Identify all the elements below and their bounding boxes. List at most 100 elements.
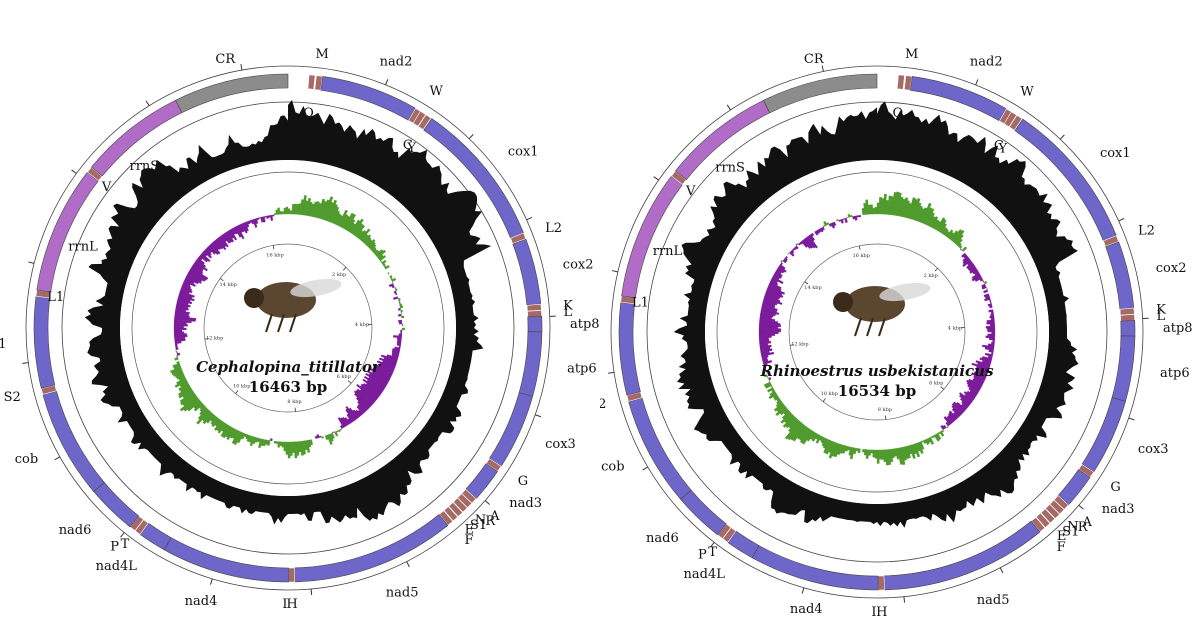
gene-nad6 xyxy=(93,482,140,528)
tick-mark xyxy=(611,270,618,273)
gene-label: N xyxy=(475,513,486,528)
trna-y xyxy=(417,114,432,131)
tick-mark xyxy=(999,567,1004,574)
tick-mark xyxy=(210,578,213,585)
gene-label: G xyxy=(518,474,528,489)
trna-h xyxy=(288,567,296,583)
insect-leg xyxy=(866,317,874,337)
tick-mark xyxy=(1059,134,1065,140)
gene-label: C xyxy=(403,138,413,153)
gene-label: L2 xyxy=(545,221,562,236)
trna-s1 xyxy=(448,501,464,518)
gene-label: T xyxy=(708,545,717,560)
inner-strand-ring xyxy=(61,101,515,555)
gene-label: atp6 xyxy=(567,361,597,376)
trna-l2 xyxy=(510,232,527,244)
insect-leg xyxy=(854,317,862,337)
gene-nad2 xyxy=(910,76,1007,122)
gene-label: C xyxy=(994,139,1004,154)
trna-e xyxy=(1035,512,1051,528)
gene-rrnl xyxy=(36,171,99,293)
trna-q xyxy=(307,74,316,90)
tick-mark xyxy=(1118,217,1125,222)
gene-label: nad6 xyxy=(646,531,679,546)
gene-atp8 xyxy=(1120,320,1136,337)
tick-mark xyxy=(28,261,35,264)
gene-rrns xyxy=(675,99,771,181)
gene-label: rrnS xyxy=(715,160,745,175)
gene-label: M xyxy=(315,47,328,62)
gene-cr xyxy=(763,73,878,114)
gene-label: I xyxy=(282,597,287,612)
genome-length: 16534 bp xyxy=(838,382,916,400)
trna-q xyxy=(896,74,905,90)
gene-label: nad3 xyxy=(1102,502,1135,517)
kbp-label: 16 kbp xyxy=(853,253,870,259)
gene-label: rrnL xyxy=(653,244,683,259)
outer-ring xyxy=(25,65,551,591)
tick-mark xyxy=(240,64,243,71)
gene-cob xyxy=(628,397,692,500)
gene-label: P xyxy=(698,547,707,562)
tick-mark xyxy=(710,542,715,548)
trna-v xyxy=(671,170,687,185)
gene-label: V xyxy=(685,184,696,199)
genome-length: 16463 bp xyxy=(249,378,327,396)
gene-label: W xyxy=(1020,85,1034,100)
trna-n xyxy=(1045,503,1061,519)
tick-mark xyxy=(903,596,906,603)
gene-nad1 xyxy=(33,295,56,389)
gene-rrnl xyxy=(621,175,683,299)
trna-s1 xyxy=(1040,508,1056,524)
trna-v xyxy=(87,166,103,182)
gene-cox2 xyxy=(512,238,542,306)
kbp-label: 14 kbp xyxy=(220,282,237,288)
gene-nad2 xyxy=(320,76,416,121)
trna-c xyxy=(412,110,427,127)
gene-label: R xyxy=(1078,520,1089,535)
insect-leg xyxy=(265,313,273,333)
gene-label: nad4 xyxy=(790,602,823,617)
trna-l2 xyxy=(1102,235,1119,247)
gene-label: nad5 xyxy=(386,586,419,601)
gene-label: cox2 xyxy=(563,258,594,273)
trna-h xyxy=(877,575,885,591)
tick-mark xyxy=(310,588,313,595)
insect-wing xyxy=(290,278,342,298)
tick-mark xyxy=(608,371,615,374)
trna-m xyxy=(314,75,323,91)
gene-label: nad4L xyxy=(96,559,138,574)
tick-mark xyxy=(1128,417,1135,421)
gene-label: Q xyxy=(893,106,904,121)
gene-label: P xyxy=(110,539,119,554)
gene-label: H xyxy=(876,605,887,620)
kbp-label: 16 kbp xyxy=(266,253,283,259)
gene-label: N xyxy=(1067,519,1078,534)
insect-leg xyxy=(277,313,285,333)
tick-mark xyxy=(535,414,542,418)
tick-mark xyxy=(468,134,474,140)
gene-label: atp8 xyxy=(570,317,600,332)
tick-mark xyxy=(484,500,490,505)
gene-label: cob xyxy=(601,459,624,474)
tick-mark xyxy=(526,216,533,221)
gene-label: L1 xyxy=(47,290,64,305)
gene-label: S1 xyxy=(470,518,487,533)
gene-cox3 xyxy=(489,392,533,467)
tick-mark xyxy=(120,532,125,538)
gene-label: rrnL xyxy=(68,240,98,255)
gene-label: F xyxy=(1057,540,1066,555)
gene-label: E xyxy=(465,523,475,538)
insect-head xyxy=(833,292,853,312)
gene-label: R xyxy=(485,514,496,529)
gene-label: I xyxy=(871,605,876,620)
gene-nad1 xyxy=(618,301,641,396)
trna-y xyxy=(1008,114,1023,131)
insect-wing xyxy=(879,282,931,302)
gene-label: L2 xyxy=(1138,224,1155,239)
gene-label: nad4L xyxy=(684,567,726,582)
gene-label: K xyxy=(563,298,573,313)
gene-label: nad3 xyxy=(509,496,542,511)
